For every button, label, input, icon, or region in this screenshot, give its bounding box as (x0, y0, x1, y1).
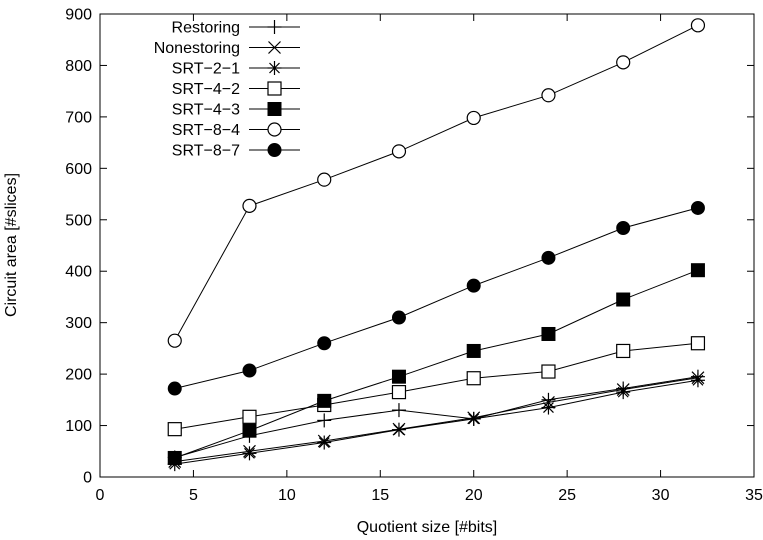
data-point (317, 435, 332, 450)
legend: Restoring Nonestoring SRT−2−1 SRT−4−2 SRT−4−… (154, 20, 300, 160)
data-point (466, 411, 481, 426)
data-point (317, 172, 332, 187)
y-tick-label: 600 (65, 161, 92, 178)
legend-marker (268, 41, 281, 54)
data-point (167, 333, 182, 348)
data-point (690, 336, 706, 351)
data-point (541, 250, 556, 265)
data-point (541, 88, 556, 103)
legend-label: Restoring (172, 20, 240, 37)
data-point (317, 413, 332, 428)
data-point (466, 371, 481, 386)
series-line (174, 376, 698, 458)
legend-item: Nonestoring (154, 40, 300, 57)
y-tick-label: 100 (65, 418, 92, 435)
data-point (690, 200, 705, 215)
plot-frame (99, 13, 755, 478)
series-line (174, 24, 699, 341)
data-point (690, 373, 705, 388)
data-point (466, 278, 481, 293)
data-point (242, 198, 257, 213)
data-point (616, 292, 631, 307)
data-point (391, 144, 407, 159)
x-tick-label: 10 (278, 487, 296, 504)
data-point (690, 18, 706, 33)
series-line (174, 379, 698, 465)
data-point (391, 310, 406, 325)
data-point (466, 110, 481, 126)
legend-item: SRT−4−3 (172, 102, 300, 119)
x-tick-label: 5 (189, 487, 198, 504)
x-tick-label: 25 (558, 487, 576, 504)
legend-label: SRT−2−1 (172, 61, 240, 78)
series-6 (167, 18, 706, 348)
legend-item: SRT−2−1 (172, 61, 300, 78)
y-tick-label: 800 (65, 58, 92, 75)
x-tick-label: 15 (371, 487, 389, 504)
data-point (167, 381, 182, 396)
legend-item: SRT−8−7 (172, 143, 300, 160)
series-line (174, 377, 698, 463)
x-axis-label: Quotient size [#bits] (357, 519, 498, 536)
data-point (541, 326, 556, 341)
legend-marker (267, 143, 282, 157)
data-point (616, 343, 631, 359)
y-tick-label: 900 (65, 7, 92, 24)
series-3 (167, 373, 705, 472)
legend-item: SRT−8−4 (172, 122, 300, 139)
data-point (690, 263, 705, 278)
data-point (391, 369, 406, 384)
x-tick-label: 30 (652, 487, 670, 504)
legend-item: SRT−4−2 (172, 81, 300, 98)
x-tick-label: 35 (745, 487, 763, 504)
legend-label: SRT−4−3 (172, 102, 240, 119)
data-point (317, 393, 332, 408)
data-point (541, 400, 556, 415)
x-tick-label: 0 (96, 487, 105, 504)
data-point (616, 55, 631, 70)
data-point (616, 221, 631, 236)
legend-label: SRT−8−7 (172, 143, 240, 160)
series-line (174, 269, 699, 459)
series-line (174, 207, 699, 389)
series-4 (167, 336, 706, 437)
data-point (242, 363, 257, 378)
legend-label: Nonestoring (154, 40, 240, 57)
data-point (167, 422, 182, 437)
series-layer (167, 18, 706, 472)
data-point (317, 336, 332, 351)
legend-label: SRT−8−4 (172, 122, 240, 139)
legend-label: SRT−4−2 (172, 81, 240, 98)
x-tick-label: 20 (465, 487, 483, 504)
legend-marker (267, 81, 282, 96)
series-7 (167, 200, 705, 396)
data-point (541, 364, 556, 379)
data-point (242, 409, 257, 424)
legend-marker (267, 61, 282, 75)
data-point (167, 450, 182, 465)
data-point (391, 422, 406, 437)
y-tick-label: 200 (65, 367, 92, 384)
y-tick-label: 400 (65, 264, 92, 281)
series-5 (167, 263, 705, 465)
y-tick-label: 300 (65, 315, 92, 332)
y-tick-label: 500 (65, 212, 92, 229)
axis-ticks: 0 5 10 15 20 25 30 35 0 100 200 300 400 500 600 700 800 9… (65, 7, 763, 505)
data-point (616, 385, 631, 400)
y-axis-label: Circuit area [#slices] (3, 173, 20, 317)
data-point (242, 446, 257, 461)
data-point (391, 403, 406, 418)
y-tick-label: 0 (83, 470, 92, 487)
y-tick-label: 700 (65, 109, 92, 126)
data-point (466, 343, 481, 358)
data-point (391, 385, 407, 400)
data-point (242, 423, 257, 438)
legend-marker (267, 20, 282, 34)
legend-item: Restoring (172, 20, 300, 37)
legend-marker (267, 102, 282, 116)
series-line (174, 342, 698, 430)
legend-marker (267, 122, 282, 137)
